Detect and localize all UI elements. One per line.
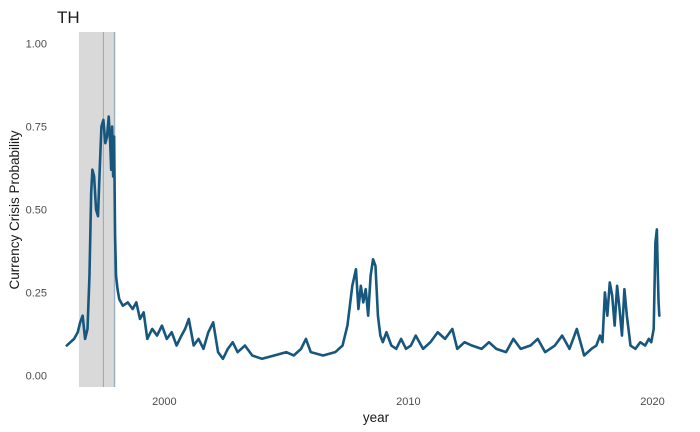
y-axis-title: Currency Crisis Probability (7, 130, 22, 289)
x-axis-title: year (363, 410, 390, 425)
series-line-0 (65, 115, 661, 361)
chart-title: TH (57, 8, 80, 27)
y-tick-label: 0.50 (26, 205, 47, 217)
x-axis-ticks: 2000 2010 2020 (152, 396, 665, 408)
x-tick-label: 2010 (396, 396, 420, 408)
x-tick-label: 2020 (640, 396, 664, 408)
y-tick-label: 0.00 (26, 370, 47, 382)
y-axis-ticks: 0.00 0.25 0.50 0.75 1.00 (26, 39, 47, 383)
series-line-layer (65, 115, 661, 361)
y-tick-label: 1.00 (26, 39, 47, 51)
y-tick-label: 0.75 (26, 122, 47, 134)
y-tick-label: 0.25 (26, 287, 47, 299)
x-tick-label: 2000 (152, 396, 176, 408)
